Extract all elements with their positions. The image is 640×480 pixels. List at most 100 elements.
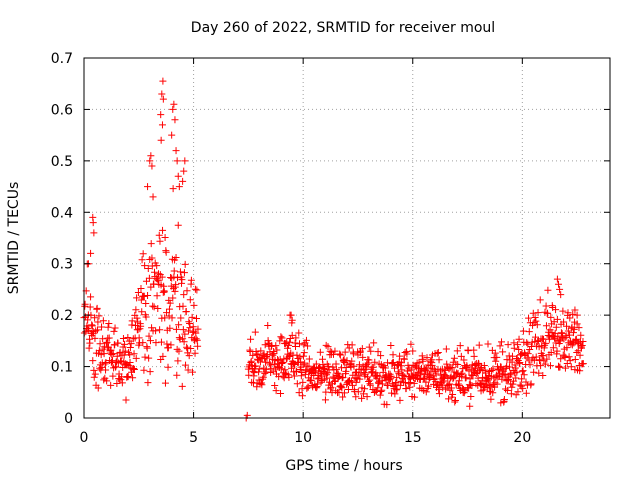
data-point — [100, 350, 108, 358]
y-axis-label: SRMTID / TECUs — [6, 182, 22, 295]
data-point — [442, 372, 450, 380]
data-point — [296, 353, 304, 361]
data-point — [146, 157, 154, 165]
data-point — [185, 318, 193, 326]
data-point — [554, 280, 562, 288]
data-point — [514, 388, 522, 396]
data-point — [293, 368, 301, 376]
data-point — [255, 368, 263, 376]
data-point — [407, 366, 415, 374]
data-point — [361, 385, 369, 393]
data-point — [566, 314, 574, 322]
data-point — [145, 354, 153, 362]
data-point — [87, 249, 95, 257]
data-point — [518, 375, 526, 383]
data-point — [378, 380, 386, 388]
data-point — [282, 340, 290, 348]
data-point — [179, 177, 187, 185]
data-point — [277, 333, 285, 341]
data-point — [174, 221, 182, 229]
data-point — [281, 370, 289, 378]
x-tick-label: 10 — [294, 430, 312, 446]
data-point — [89, 357, 97, 365]
data-point — [161, 379, 169, 387]
data-point — [111, 341, 119, 349]
data-point — [422, 378, 430, 386]
data-point — [287, 311, 295, 319]
data-point — [175, 321, 183, 329]
data-point — [529, 309, 537, 317]
data-point — [442, 345, 450, 353]
data-point — [547, 313, 555, 321]
data-point — [525, 328, 533, 336]
data-point — [299, 361, 307, 369]
data-point — [187, 344, 195, 352]
data-point — [579, 360, 587, 368]
data-point — [509, 380, 517, 388]
data-point — [285, 353, 293, 361]
data-point — [340, 355, 348, 363]
data-point — [517, 351, 525, 359]
data-point — [321, 396, 329, 404]
data-point — [266, 361, 274, 369]
data-point — [337, 383, 345, 391]
data-point — [325, 378, 333, 386]
data-point — [132, 306, 140, 314]
data-point — [393, 385, 401, 393]
data-point — [506, 363, 514, 371]
data-point — [295, 329, 303, 337]
data-point — [338, 384, 346, 392]
data-point — [522, 378, 530, 386]
data-point — [127, 340, 135, 348]
data-point — [514, 341, 522, 349]
data-point — [516, 358, 524, 366]
data-point — [498, 366, 506, 374]
data-point — [369, 368, 377, 376]
data-point — [569, 329, 577, 337]
y-tick-label: 0.5 — [51, 154, 73, 170]
data-point — [374, 348, 382, 356]
data-point — [541, 360, 549, 368]
data-point — [374, 384, 382, 392]
data-point — [409, 347, 417, 355]
data-point — [142, 300, 150, 308]
data-point — [346, 376, 354, 384]
y-tick-label: 0 — [64, 411, 73, 427]
data-point — [520, 371, 528, 379]
data-point — [139, 339, 147, 347]
data-point — [502, 385, 510, 393]
data-point — [397, 359, 405, 367]
data-point — [102, 366, 110, 374]
data-point — [130, 365, 138, 373]
data-point — [451, 397, 459, 405]
data-point — [252, 350, 260, 358]
data-point — [121, 340, 129, 348]
data-point — [557, 291, 565, 299]
data-point — [359, 390, 367, 398]
data-point — [457, 352, 465, 360]
data-point — [542, 302, 550, 310]
data-point — [350, 350, 358, 358]
data-point — [576, 367, 584, 375]
data-point — [190, 301, 198, 309]
data-point — [381, 364, 389, 372]
data-point — [533, 321, 541, 329]
data-point — [435, 356, 443, 364]
data-point — [462, 374, 470, 382]
data-point — [247, 357, 255, 365]
data-point — [432, 370, 440, 378]
data-point — [458, 369, 466, 377]
data-point — [122, 396, 130, 404]
data-point — [470, 346, 478, 354]
y-tick-label: 0.6 — [51, 102, 73, 118]
data-point — [138, 308, 146, 316]
data-point — [144, 291, 152, 299]
data-point — [186, 324, 194, 332]
data-point — [123, 373, 131, 381]
data-point — [388, 389, 396, 397]
data-point — [137, 322, 145, 330]
data-point — [161, 314, 169, 322]
data-point — [290, 372, 298, 380]
data-point — [553, 315, 561, 323]
y-tick-label: 0.2 — [51, 308, 73, 324]
